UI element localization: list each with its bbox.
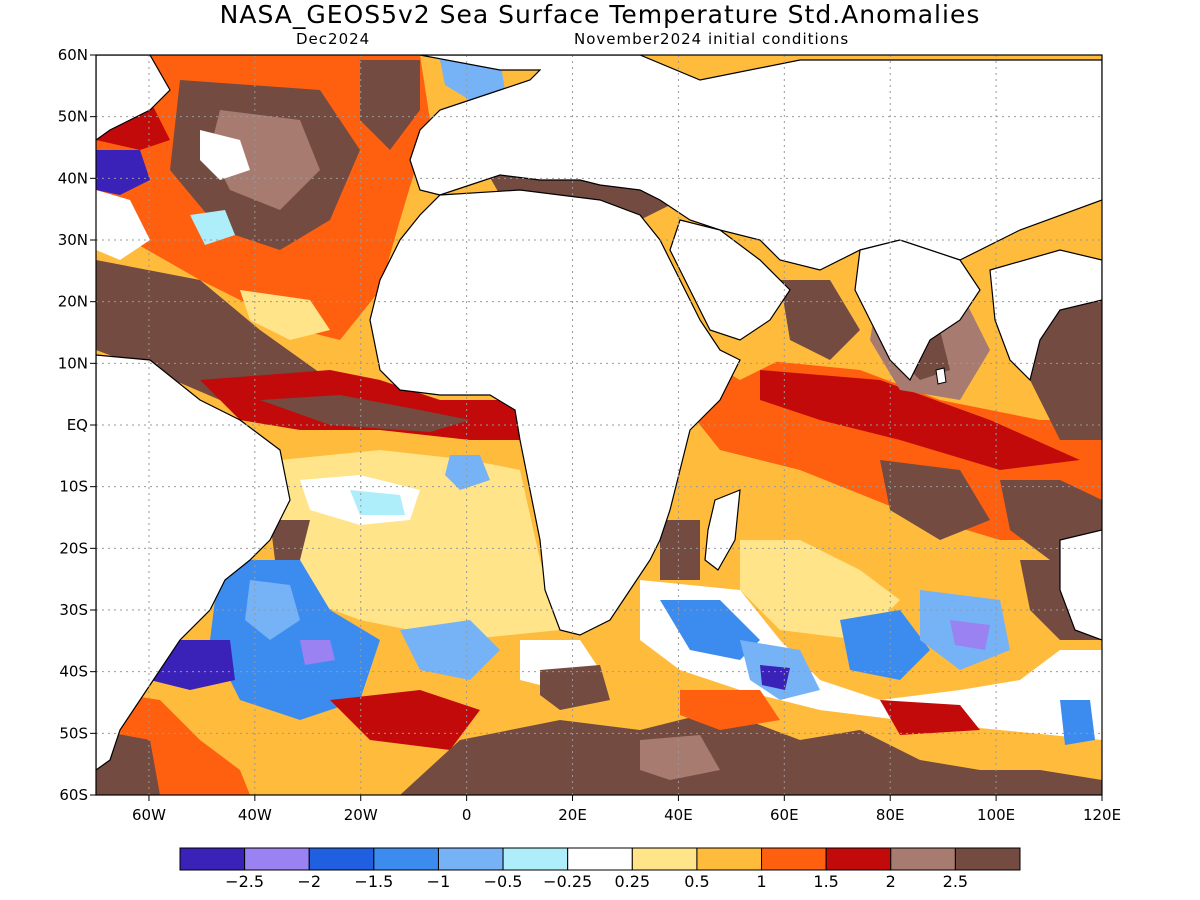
lat-tick-label: 10N xyxy=(58,354,88,372)
colorbar-label: 0.25 xyxy=(614,872,651,891)
colorbar-label: 2 xyxy=(885,872,896,891)
lat-tick-label: 50N xyxy=(58,108,88,126)
colorbar-label: −1 xyxy=(426,872,451,891)
anomaly-patch xyxy=(360,60,420,150)
anomaly-patch xyxy=(330,690,480,750)
lon-tick-label: 60E xyxy=(770,806,799,824)
colorbar-label: 1.5 xyxy=(813,872,839,891)
colorbar-swatch xyxy=(308,847,375,871)
anomaly-patch xyxy=(400,620,500,680)
colorbar-swatch xyxy=(244,847,310,871)
arabia-land xyxy=(669,219,791,341)
latitude-axis: 60N 50N 40N 30N 20N 10N EQ 10S 20S 30S 40S 50S 60S xyxy=(58,46,96,804)
initial-conditions-label: November2024 initial conditions xyxy=(574,30,850,48)
forecast-month: Dec2024 xyxy=(296,30,371,48)
anomaly-patch xyxy=(350,490,405,515)
colorbar-swatch xyxy=(825,847,892,871)
anomaly-patch xyxy=(96,260,330,410)
anomaly-patch xyxy=(680,690,780,730)
colorbar-label: −1.5 xyxy=(354,872,394,891)
colorbar-label: −2.5 xyxy=(225,872,265,891)
lat-tick-label: 30N xyxy=(58,231,88,249)
sri-lanka-land xyxy=(935,367,947,385)
lat-tick-label: 40N xyxy=(58,169,88,187)
colorbar-swatch xyxy=(567,847,633,871)
lat-tick-label: 60S xyxy=(59,786,88,804)
anomaly-patch xyxy=(880,460,990,540)
anomaly-patch xyxy=(400,710,1102,795)
anomaly-patch xyxy=(780,280,860,360)
north-america-land xyxy=(96,55,171,141)
anomaly-patch xyxy=(540,665,610,710)
lon-tick-label: 80E xyxy=(876,806,905,824)
colorbar-swatch xyxy=(179,847,246,871)
anomaly-patch xyxy=(660,600,760,660)
lat-tick-label: 20N xyxy=(58,293,88,311)
anomaly-patch xyxy=(840,610,930,680)
lat-tick-label: 40S xyxy=(59,663,88,681)
lon-tick-label: 0 xyxy=(462,806,472,824)
india-land xyxy=(854,239,981,382)
colorbar-swatch xyxy=(502,847,569,871)
colorbar-label: 1 xyxy=(756,872,767,891)
colorbar-swatch xyxy=(437,847,504,871)
anomaly-patch xyxy=(270,520,310,560)
anomaly-patch xyxy=(210,110,320,210)
map-title: NASA_GEOS5v2 Sea Surface Temperature Std… xyxy=(219,0,981,29)
anomaly-patch xyxy=(300,640,335,665)
colorbar-label: −2 xyxy=(297,872,322,891)
anomaly-patch xyxy=(260,395,470,432)
colorbar-swatch xyxy=(373,847,439,871)
europe-land xyxy=(409,55,1102,271)
colorbar-swatch xyxy=(954,847,1021,871)
anomaly-patch xyxy=(880,700,980,735)
anomaly-patch xyxy=(440,60,505,100)
anomaly-patch xyxy=(445,455,490,490)
anomaly-patch xyxy=(190,210,235,245)
lat-tick-label: EQ xyxy=(67,416,88,434)
lon-tick-label: 60W xyxy=(132,806,166,824)
colorbar-label: −0.25 xyxy=(543,872,593,891)
lat-tick-label: 20S xyxy=(59,539,88,557)
lon-tick-label: 40W xyxy=(238,806,272,824)
lon-tick-label: 100E xyxy=(977,806,1015,824)
southeast-asia-land xyxy=(989,249,1102,382)
colorbar-label: −0.5 xyxy=(483,872,523,891)
anomaly-patch xyxy=(740,540,900,640)
south-america-land xyxy=(96,354,291,771)
anomaly-patch xyxy=(1060,700,1095,745)
madagascar-land xyxy=(704,489,741,571)
colorbar-swatch xyxy=(696,847,763,871)
lon-tick-label: 20W xyxy=(344,806,378,824)
colorbar-swatch xyxy=(761,847,827,871)
colorbar-swatch xyxy=(890,847,956,871)
anomaly-patch xyxy=(640,580,1102,740)
anomaly-patch xyxy=(660,520,700,580)
anomaly-patch xyxy=(760,370,1080,470)
anomaly-patch xyxy=(640,735,720,780)
lon-tick-label: 20E xyxy=(558,806,587,824)
lat-tick-label: 50S xyxy=(59,724,88,742)
colorbar-label: 2.5 xyxy=(942,872,969,891)
anomaly-patch xyxy=(96,190,150,260)
lat-tick-label: 60N xyxy=(58,46,88,64)
anomaly-patch xyxy=(200,130,250,180)
anomaly-patch xyxy=(950,620,990,650)
colorbar xyxy=(179,847,1021,871)
lon-tick-label: 120E xyxy=(1083,806,1121,824)
longitude-axis: 60W 40W 20W 0 20E 40E 60E 80E 100E 120E xyxy=(132,795,1121,824)
lon-tick-label: 40E xyxy=(664,806,693,824)
lat-tick-label: 30S xyxy=(59,601,88,619)
anomaly-patch xyxy=(240,290,330,340)
colorbar-swatch xyxy=(631,847,698,871)
anomaly-patch xyxy=(245,580,300,640)
lat-tick-label: 10S xyxy=(59,478,88,496)
colorbar-label: 0.5 xyxy=(684,872,710,891)
australia-land xyxy=(1059,529,1102,641)
anomaly-patch xyxy=(96,150,150,195)
anomaly-patch xyxy=(760,665,790,690)
